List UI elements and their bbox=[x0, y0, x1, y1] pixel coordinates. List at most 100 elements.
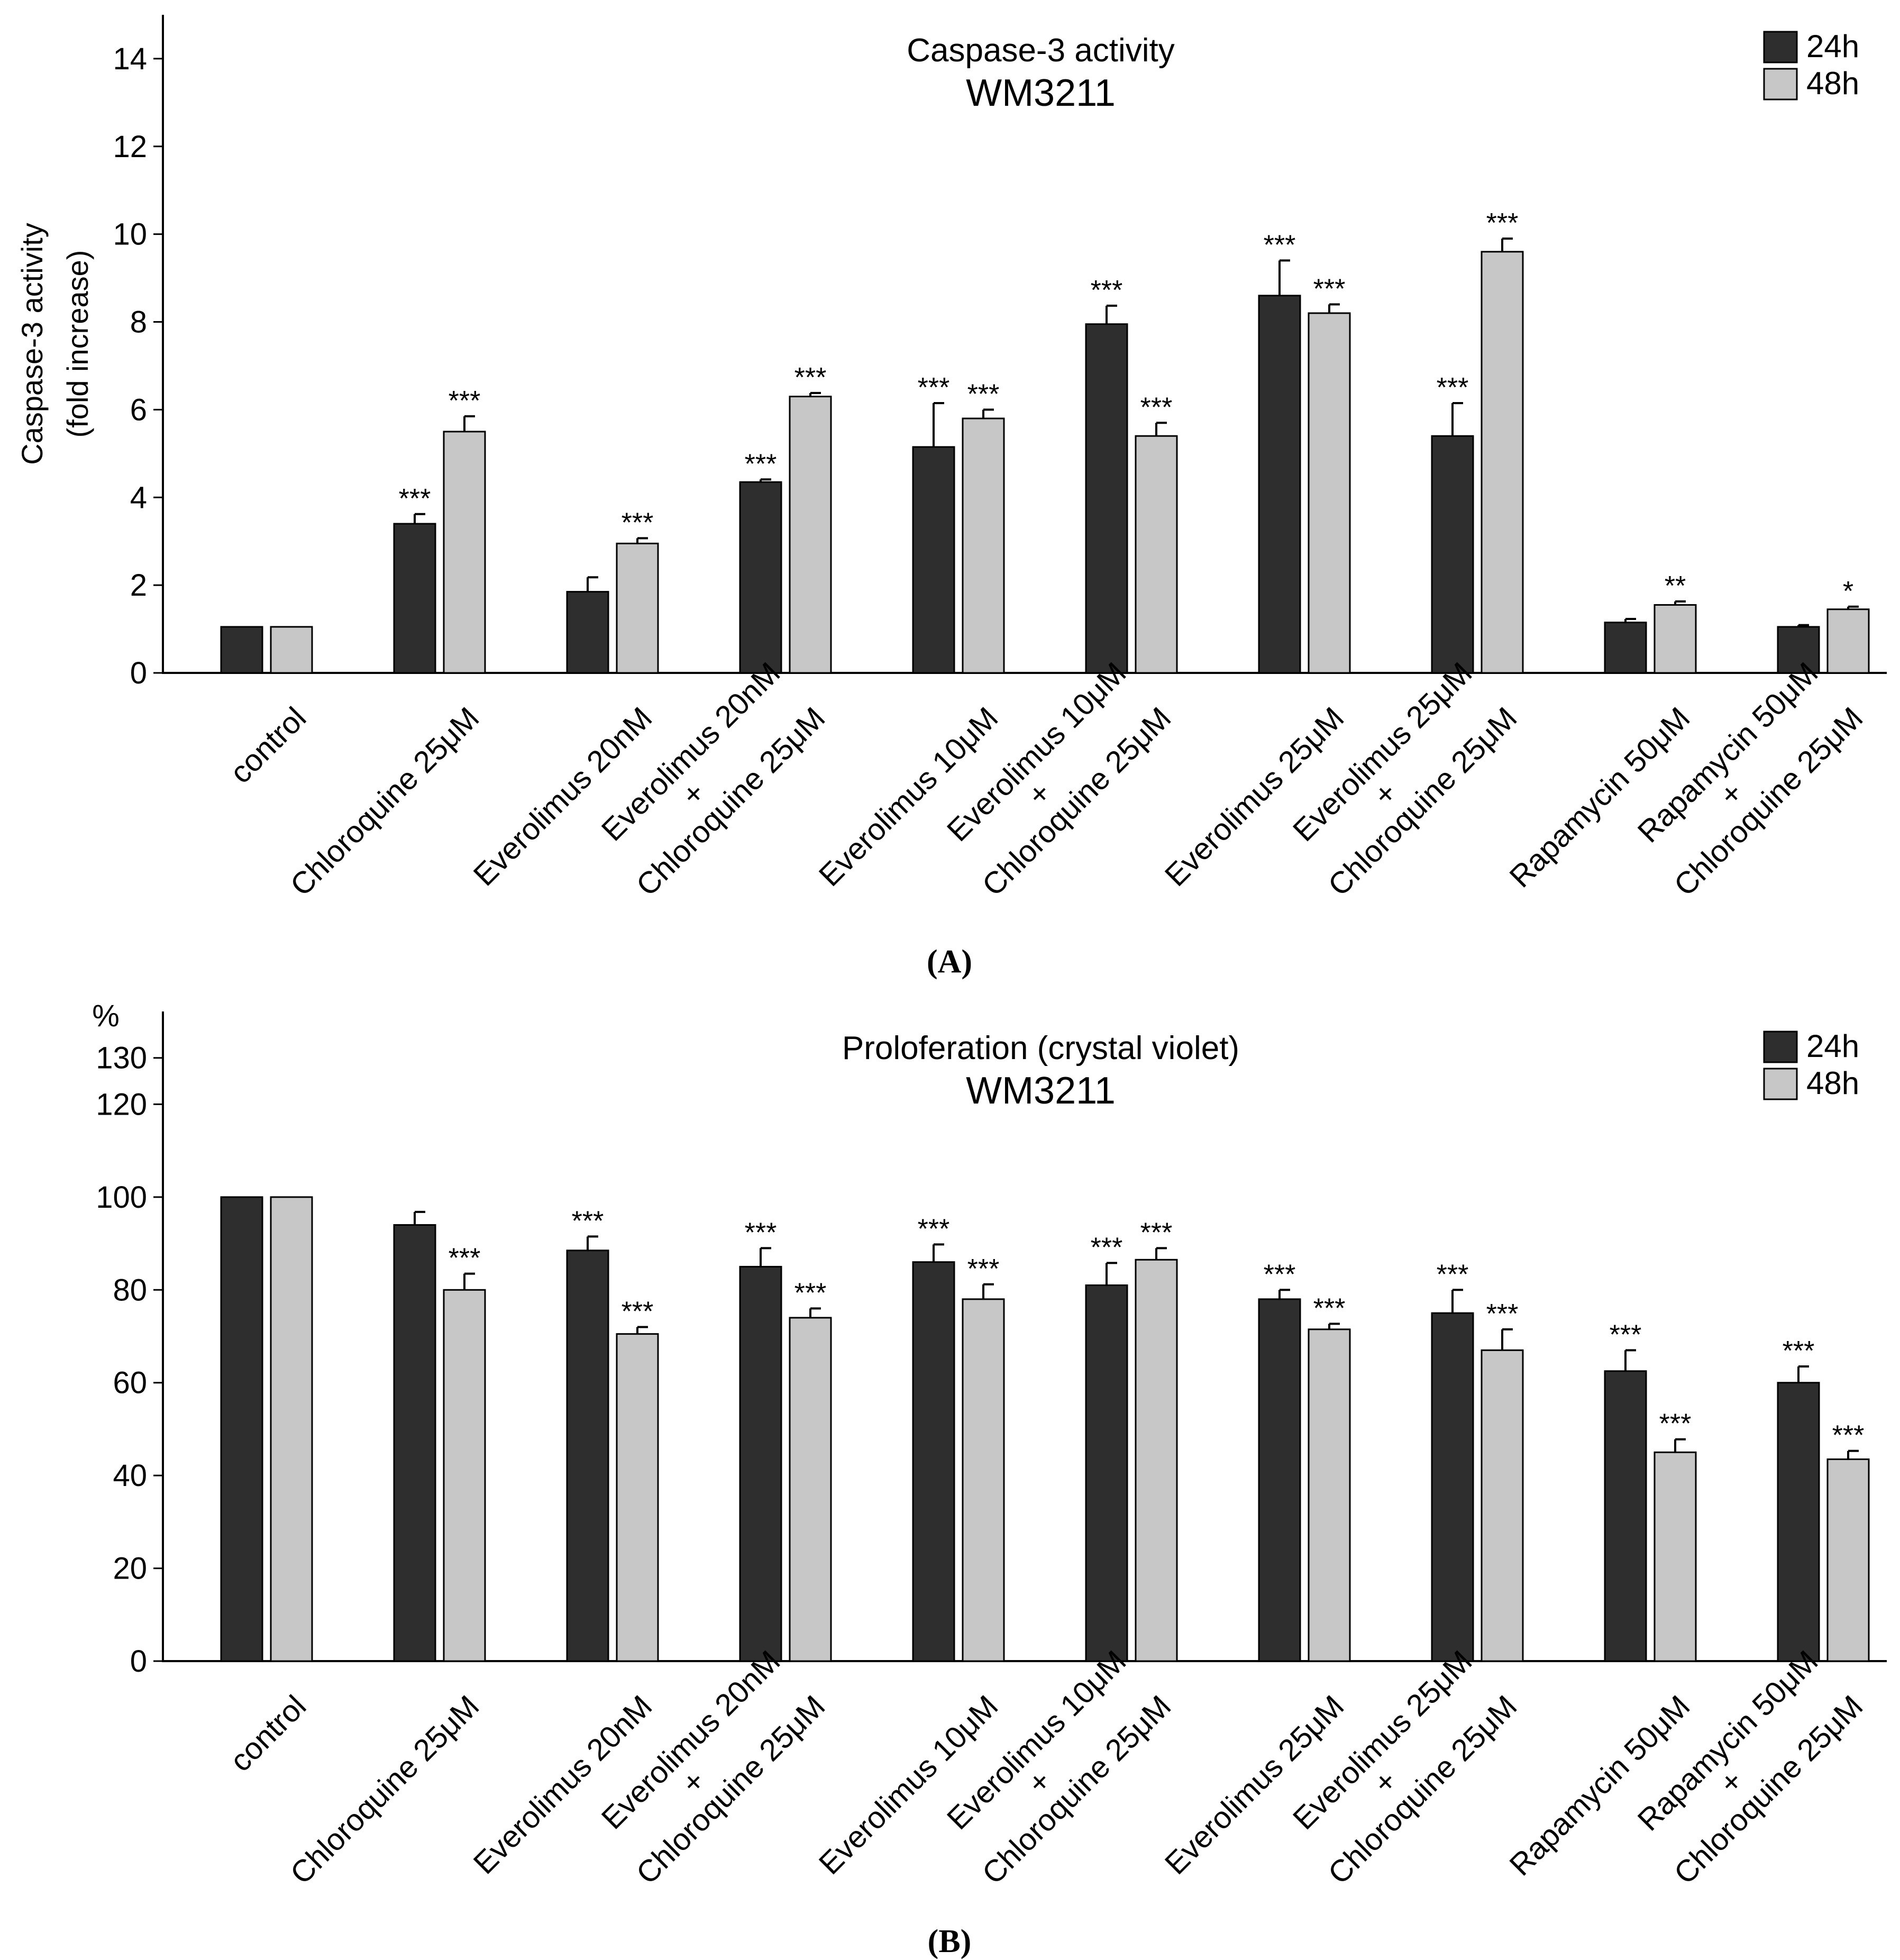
chart-subtitle: WM3211 bbox=[966, 72, 1116, 114]
bar-48h-5 bbox=[1135, 435, 1178, 674]
bar-48h-8 bbox=[1654, 604, 1697, 674]
x-tick-label-group: control bbox=[223, 700, 313, 790]
y-tick-label: 60 bbox=[113, 1366, 147, 1400]
significance-mark: *** bbox=[1140, 392, 1173, 423]
significance-mark: *** bbox=[1313, 274, 1346, 304]
y-unit-label: % bbox=[92, 999, 120, 1033]
bar-48h-1 bbox=[443, 431, 486, 674]
x-tick-label-group: Chloroquine 25μM bbox=[284, 1689, 486, 1891]
bar-24h-8 bbox=[1604, 1370, 1647, 1662]
bar-24h-8 bbox=[1604, 622, 1647, 674]
significance-mark: *** bbox=[745, 449, 777, 479]
bar-24h-7 bbox=[1431, 1312, 1474, 1662]
legend-swatch-48h bbox=[1763, 1068, 1798, 1100]
bar-48h-9 bbox=[1826, 608, 1870, 674]
panel-label: (A) bbox=[927, 944, 972, 980]
significance-mark: *** bbox=[794, 362, 827, 393]
significance-mark: *** bbox=[449, 1243, 481, 1274]
bar-24h-1 bbox=[393, 523, 436, 674]
significance-mark: *** bbox=[1140, 1217, 1173, 1248]
y-tick-label: 6 bbox=[130, 393, 147, 427]
bar-24h-2 bbox=[566, 1250, 609, 1662]
bar-48h-6 bbox=[1308, 1328, 1351, 1662]
x-tick-label: Chloroquine 25μM bbox=[284, 700, 486, 902]
x-tick-label-group: Everolimus 20nM+Chloroquine 25μM bbox=[595, 656, 832, 903]
chart-title: Caspase-3 activity bbox=[907, 32, 1175, 69]
bar-48h-2 bbox=[616, 542, 659, 674]
bar-24h-4 bbox=[912, 446, 955, 674]
significance-mark: *** bbox=[399, 484, 431, 514]
significance-mark: *** bbox=[967, 1254, 1000, 1284]
significance-mark: *** bbox=[622, 507, 654, 538]
y-tick-label: 40 bbox=[113, 1458, 147, 1493]
bar-24h-9 bbox=[1777, 1382, 1820, 1662]
legend-swatch-24h bbox=[1763, 1031, 1798, 1063]
significance-mark: *** bbox=[1313, 1293, 1346, 1324]
significance-mark: ** bbox=[1665, 571, 1686, 601]
bar-24h-0 bbox=[220, 1196, 263, 1662]
bar-24h-7 bbox=[1431, 435, 1474, 674]
legend-swatch-24h bbox=[1763, 31, 1798, 63]
bar-48h-8 bbox=[1654, 1451, 1697, 1662]
legend-label-24h: 24h bbox=[1806, 1028, 1859, 1064]
bar-48h-2 bbox=[616, 1333, 659, 1662]
significance-mark: *** bbox=[1091, 275, 1123, 306]
y-tick-label: 12 bbox=[113, 130, 147, 164]
x-tick-label-group: Everolimus 10μM+Chloroquine 25μM bbox=[940, 656, 1177, 903]
significance-mark: *** bbox=[1610, 1319, 1642, 1350]
significance-mark: *** bbox=[572, 1206, 604, 1236]
legend-swatch-48h bbox=[1763, 68, 1798, 101]
significance-mark: *** bbox=[794, 1278, 827, 1308]
significance-mark: *** bbox=[1091, 1232, 1123, 1263]
significance-mark: *** bbox=[449, 386, 481, 416]
chart-subtitle: WM3211 bbox=[966, 1070, 1116, 1112]
bar-24h-4 bbox=[912, 1261, 955, 1662]
y-tick-label: 0 bbox=[130, 656, 147, 690]
y-tick-label: 100 bbox=[96, 1180, 147, 1215]
significance-mark: *** bbox=[1437, 372, 1469, 403]
y-tick-label: 10 bbox=[113, 217, 147, 252]
bar-24h-3 bbox=[739, 481, 782, 674]
legend-label-24h: 24h bbox=[1806, 29, 1859, 64]
bar-48h-5 bbox=[1135, 1259, 1178, 1662]
significance-mark: *** bbox=[1659, 1409, 1692, 1439]
x-tick-label-group: Everolimus 25μM+Chloroquine 25μM bbox=[1286, 656, 1523, 903]
bar-24h-6 bbox=[1258, 1298, 1301, 1662]
significance-mark: * bbox=[1843, 576, 1853, 607]
x-tick-label-group: Rapamycin 50μM+Chloroquine 25μM bbox=[1631, 1644, 1870, 1891]
bar-24h-5 bbox=[1085, 323, 1128, 674]
x-tick-label-group: Everolimus 20nM+Chloroquine 25μM bbox=[595, 1644, 832, 1891]
significance-mark: *** bbox=[1264, 1259, 1296, 1290]
y-tick-label: 0 bbox=[130, 1644, 147, 1679]
bar-48h-4 bbox=[962, 1298, 1005, 1662]
y-tick-label: 4 bbox=[130, 480, 147, 515]
significance-mark: *** bbox=[1832, 1420, 1865, 1451]
significance-mark: *** bbox=[918, 1214, 950, 1244]
y-tick-label: 8 bbox=[130, 305, 147, 340]
bar-48h-1 bbox=[443, 1289, 486, 1662]
significance-mark: *** bbox=[622, 1296, 654, 1327]
x-tick-label-group: control bbox=[223, 1689, 313, 1778]
significance-mark: *** bbox=[745, 1217, 777, 1248]
panel-label: (B) bbox=[928, 1923, 972, 1959]
bar-24h-2 bbox=[566, 591, 609, 674]
chart-title: Proloferation (crystal violet) bbox=[842, 1030, 1239, 1066]
bar-48h-3 bbox=[789, 396, 832, 674]
bar-48h-0 bbox=[270, 1196, 313, 1662]
bar-24h-6 bbox=[1258, 295, 1301, 674]
significance-mark: *** bbox=[1437, 1259, 1469, 1290]
x-tick-label-group: Rapamycin 50μM+Chloroquine 25μM bbox=[1631, 656, 1870, 903]
y-tick-label: 2 bbox=[130, 568, 147, 603]
significance-mark: *** bbox=[1486, 208, 1519, 239]
bar-48h-0 bbox=[270, 626, 313, 674]
legend-label-48h: 48h bbox=[1806, 1065, 1859, 1101]
x-tick-label-group: Everolimus 10μM+Chloroquine 25μM bbox=[940, 1644, 1177, 1891]
x-tick-label-group: Chloroquine 25μM bbox=[284, 700, 486, 902]
bar-48h-6 bbox=[1308, 312, 1351, 674]
bar-24h-1 bbox=[393, 1224, 436, 1662]
bar-24h-3 bbox=[739, 1265, 782, 1662]
y-tick-label: 14 bbox=[113, 42, 147, 76]
bar-48h-7 bbox=[1481, 251, 1524, 674]
chart-panel-a: 0 2 4 6 8 10 12 14 Caspase-3 activity (fold incre… bbox=[15, 15, 1887, 980]
